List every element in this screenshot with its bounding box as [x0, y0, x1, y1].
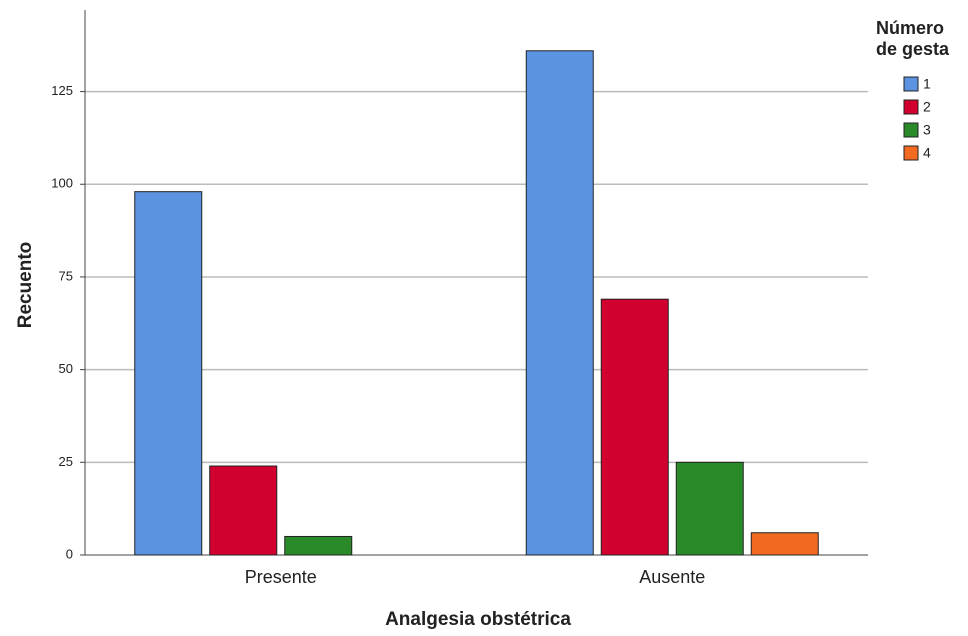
legend-swatch: [903, 122, 919, 138]
y-tick-label: 75: [59, 268, 73, 283]
legend-label: 4: [923, 145, 931, 161]
y-tick-label: 125: [51, 83, 73, 98]
legend-title: Número de gesta: [876, 18, 950, 59]
bar: [525, 50, 594, 556]
bar: [134, 191, 203, 556]
legend-swatch: [903, 145, 919, 161]
x-tick-label: Ausente: [639, 567, 705, 587]
legend-label: 1: [923, 76, 931, 92]
bar: [750, 532, 819, 556]
bar: [675, 461, 744, 556]
bar: [284, 535, 353, 556]
bar: [600, 298, 669, 556]
legend-label: 2: [923, 99, 931, 115]
y-tick-label: 25: [59, 454, 73, 469]
y-axis-label: Recuento: [15, 242, 36, 329]
legend-swatch: [903, 99, 919, 115]
x-tick-label: Presente: [245, 567, 317, 587]
bar: [209, 465, 278, 556]
y-tick-label: 50: [59, 361, 73, 376]
y-tick-label: 100: [51, 176, 73, 191]
x-axis-label: Analgesia obstétrica: [385, 609, 571, 630]
y-tick-label: 0: [66, 546, 73, 561]
legend-label: 3: [923, 122, 931, 138]
legend-swatch: [903, 76, 919, 92]
